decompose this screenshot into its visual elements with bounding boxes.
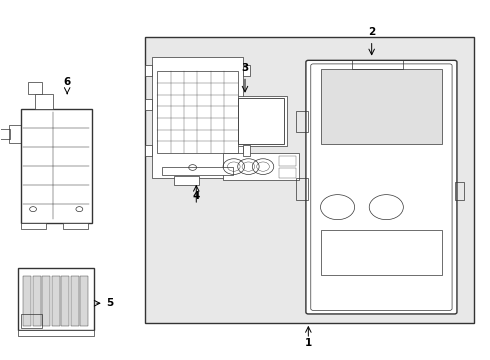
Bar bbox=[174, 176, 199, 185]
Bar bbox=[279, 156, 296, 166]
Bar bbox=[42, 276, 50, 327]
Bar bbox=[80, 276, 88, 327]
Bar bbox=[24, 276, 31, 327]
Bar bbox=[145, 99, 152, 110]
Bar bbox=[19, 330, 94, 337]
Bar bbox=[152, 57, 243, 178]
Bar bbox=[52, 276, 60, 327]
Bar bbox=[157, 71, 238, 153]
Bar bbox=[352, 60, 403, 69]
Bar bbox=[21, 109, 92, 223]
Text: 5: 5 bbox=[106, 298, 113, 308]
Bar bbox=[162, 167, 233, 175]
Bar bbox=[61, 276, 69, 327]
Bar bbox=[19, 267, 94, 330]
Text: 2: 2 bbox=[368, 27, 375, 37]
Bar bbox=[9, 125, 21, 143]
Bar bbox=[243, 99, 250, 110]
Bar bbox=[21, 223, 46, 229]
Bar bbox=[279, 168, 296, 178]
Bar bbox=[296, 111, 308, 132]
Bar bbox=[223, 153, 298, 180]
Bar bbox=[33, 276, 41, 327]
Text: 6: 6 bbox=[64, 77, 71, 87]
Bar bbox=[145, 37, 474, 323]
Bar bbox=[320, 69, 442, 144]
Text: 1: 1 bbox=[305, 338, 312, 348]
Bar bbox=[235, 96, 287, 147]
Bar bbox=[21, 315, 42, 328]
Bar bbox=[63, 223, 88, 229]
Bar bbox=[243, 145, 250, 156]
Bar bbox=[296, 178, 308, 200]
Bar bbox=[320, 230, 442, 275]
Text: 4: 4 bbox=[193, 192, 200, 202]
Bar bbox=[238, 98, 284, 144]
Bar bbox=[145, 145, 152, 156]
FancyBboxPatch shape bbox=[306, 60, 457, 314]
Bar bbox=[35, 94, 52, 109]
Bar bbox=[28, 82, 42, 94]
Bar bbox=[71, 276, 79, 327]
Bar bbox=[145, 65, 152, 76]
Bar bbox=[455, 182, 464, 200]
Bar bbox=[0, 129, 10, 139]
Bar bbox=[243, 65, 250, 76]
Text: 3: 3 bbox=[242, 63, 248, 73]
